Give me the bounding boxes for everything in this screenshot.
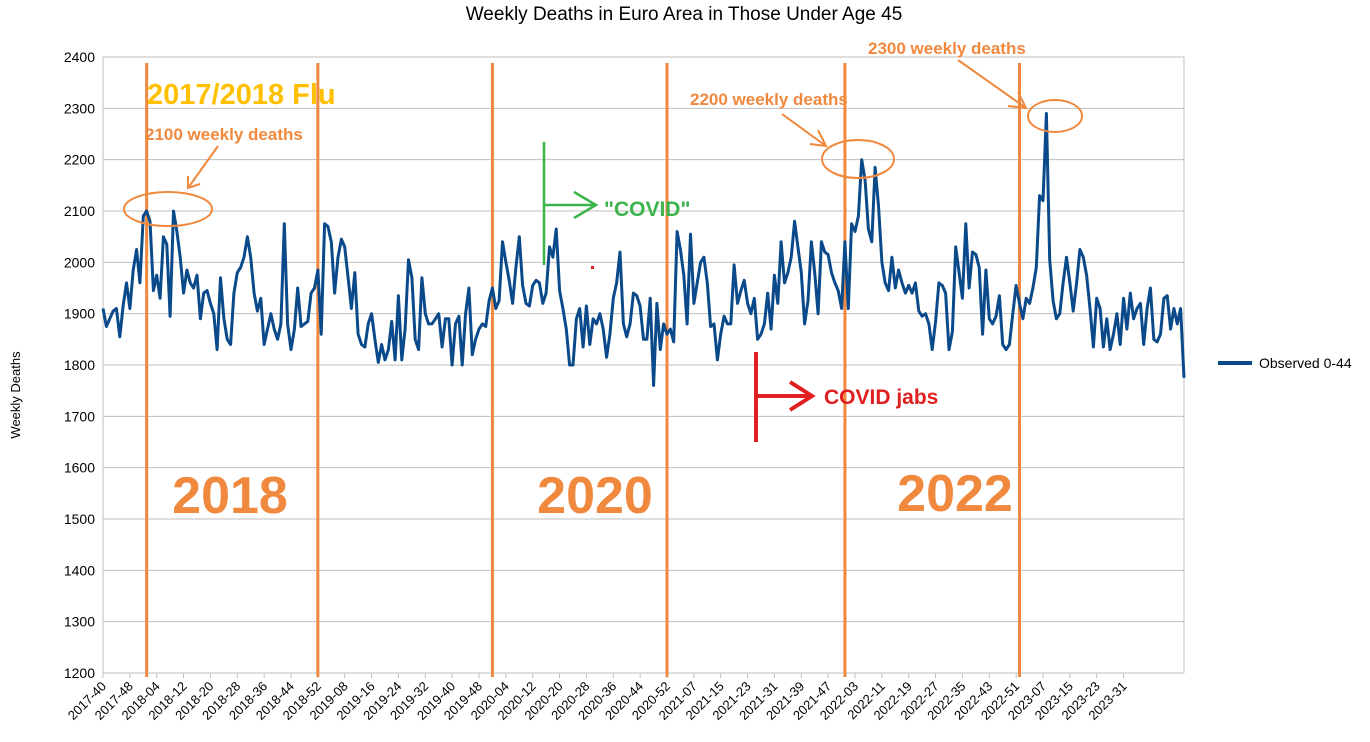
y-tick-label: 1400 [64, 562, 95, 578]
jabs-arrowhead [788, 380, 816, 412]
legend-label: Observed 0-44 [1259, 355, 1352, 371]
peak-2300-arrowhead [1007, 91, 1028, 110]
y-tick-label: 1700 [64, 408, 95, 424]
series-layer [101, 112, 1186, 387]
x-axis-ticks: 2017-402017-482018-042018-122018-202018-… [65, 672, 1184, 723]
peak-2100-annotation: 2100 weekly deaths [145, 125, 303, 144]
peak-2200-arrow [781, 113, 827, 147]
y-tick-label: 2100 [64, 203, 95, 219]
year-2022-label: 2022 [897, 465, 1013, 523]
peak-2200-annotation: 2200 weekly deaths [690, 90, 848, 109]
y-tick-label: 2200 [64, 152, 95, 168]
chart-title: Weekly Deaths in Euro Area in Those Unde… [466, 4, 903, 25]
flu-annotation: 2017/2018 Flu [147, 79, 336, 111]
y-tick-label: 2300 [64, 100, 95, 116]
covid-jabs-annotation: COVID jabs [824, 386, 938, 409]
covid-arrow [542, 142, 599, 265]
peak-arrows [187, 59, 1028, 190]
series-line-observed-0-44 [101, 112, 1186, 387]
covid-annotation: "COVID" [604, 198, 690, 221]
gridlines [102, 56, 1185, 674]
peak-2300-circle [1027, 99, 1083, 133]
y-tick-label: 1200 [64, 665, 95, 681]
peak-2100-circle [123, 191, 213, 227]
y-tick-label: 2400 [64, 49, 95, 65]
peak-2200-circle [821, 139, 895, 179]
legend: Observed 0-44 [1218, 355, 1352, 371]
y-tick-label: 1600 [64, 460, 95, 476]
y-axis-label: Weekly Deaths [8, 351, 23, 439]
y-tick-label: 1900 [64, 306, 95, 322]
peak-2200-arrowhead [809, 129, 828, 148]
annotations: 2017/2018 Flu 2100 weekly deaths 2200 we… [123, 39, 1083, 525]
year-2018-label: 2018 [172, 467, 288, 525]
y-tick-label: 1800 [64, 357, 95, 373]
peak-2100-arrow [187, 145, 219, 189]
peak-2100-arrowhead [187, 176, 201, 190]
jabs-arrow [754, 352, 816, 442]
peak-2300-annotation: 2300 weekly deaths [868, 39, 1026, 58]
peak-2300-arrow [957, 59, 1027, 109]
stray-dot [591, 266, 594, 269]
y-tick-label: 2000 [64, 254, 95, 270]
y-axis-ticks: 1200 1300 1400 1500 1600 1700 1800 1900 2000 2100… [64, 49, 95, 681]
vertical-marker-lines [145, 63, 1021, 677]
y-tick-label: 1300 [64, 614, 95, 630]
y-tick-label: 1500 [64, 511, 95, 527]
covid-arrowhead [573, 190, 599, 220]
year-2020-label: 2020 [537, 467, 653, 525]
